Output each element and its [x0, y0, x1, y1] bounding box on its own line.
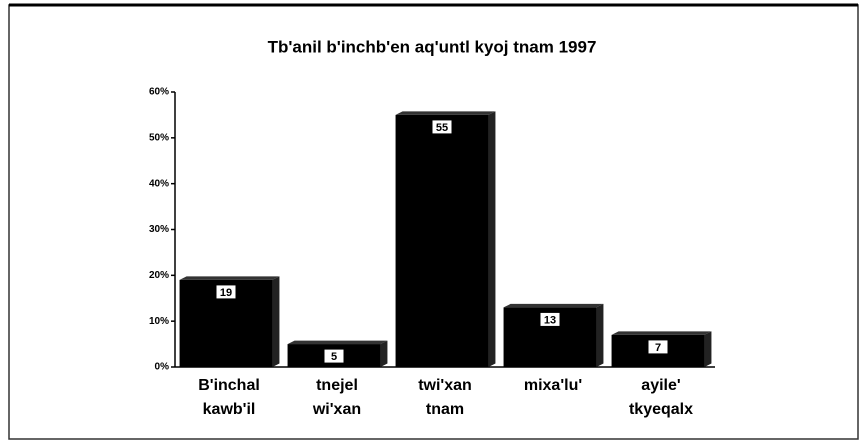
value-label-box	[323, 348, 345, 364]
value-label-box	[647, 339, 669, 355]
y-tick-label: 20%	[149, 270, 169, 281]
x-tick-label: twi'xan tnam	[418, 377, 472, 418]
x-tick-label: mixa'lu'	[524, 377, 582, 394]
bar-top	[503, 303, 604, 308]
value-label: 19	[220, 287, 232, 299]
bar-top	[611, 331, 712, 335]
bar	[395, 114, 489, 368]
value-label-box	[431, 119, 453, 135]
x-tick-label: B'inchal kawb'il	[198, 377, 260, 418]
bar-side	[704, 331, 712, 367]
bar-side	[272, 276, 280, 367]
value-label: 55	[436, 122, 448, 134]
y-tick-label: 30%	[149, 224, 169, 235]
value-label-box	[215, 284, 237, 300]
bar-top	[287, 340, 388, 345]
x-tick-label: ayile' tkyeqalx	[629, 377, 693, 418]
value-label: 5	[331, 351, 337, 363]
y-tick-label: 10%	[149, 316, 169, 327]
value-label: 7	[655, 342, 661, 354]
bar-side	[488, 111, 496, 368]
bar-side	[380, 340, 388, 367]
x-tick-label: tnejel wi'xan	[312, 377, 361, 418]
value-label: 13	[544, 314, 556, 326]
y-tick-label: 0%	[155, 362, 170, 373]
bar-top	[179, 276, 280, 280]
y-tick-label: 40%	[149, 178, 169, 189]
chart-title: Tb'anil b'inchb'en aq'untl kyoj tnam 199…	[268, 37, 597, 56]
y-tick-label: 50%	[149, 132, 169, 143]
value-label-box	[539, 311, 561, 327]
bar-side	[596, 303, 604, 367]
y-tick-label: 60%	[149, 87, 169, 98]
bar-top	[395, 111, 496, 115]
